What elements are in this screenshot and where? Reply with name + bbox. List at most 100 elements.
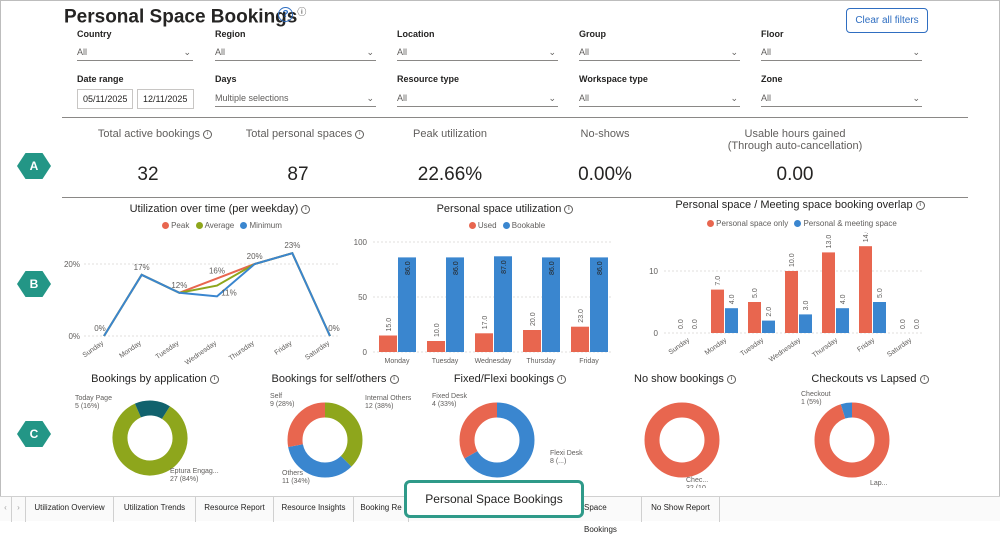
data-label: 12%	[171, 281, 187, 290]
date-end-input[interactable]: 12/11/2025	[137, 89, 194, 109]
slice-name-label: Chec...	[686, 477, 708, 484]
x-tick-label: Friday	[579, 358, 599, 365]
country-label: Country	[77, 29, 112, 39]
bar-used	[523, 330, 541, 352]
data-label: 23%	[284, 241, 300, 250]
slice-name-label: Flexi Desk	[550, 450, 583, 457]
tab-personal-space-bookings[interactable]: Personal Space Bookings	[404, 480, 584, 518]
info-icon[interactable]: i	[915, 200, 925, 210]
chart-overlap-legend: Personal space only Personal & meeting s…	[655, 219, 945, 228]
tab-next-icon[interactable]: ›	[12, 497, 26, 522]
bar-used	[571, 326, 589, 352]
bar-personal-only	[711, 289, 724, 333]
resource-type-select[interactable]: All ⌄	[397, 91, 558, 107]
donut-slice[interactable]	[814, 402, 890, 478]
tab-no-show-report[interactable]: No Show Report	[642, 497, 720, 522]
tab-utilization-overview[interactable]: Utilization Overview	[26, 497, 114, 522]
data-label: 0%	[328, 324, 340, 333]
tab-utilization-trends[interactable]: Utilization Trends	[114, 497, 196, 522]
slice-name-label: Lap...	[870, 480, 888, 487]
slice-value-label: 32 (10...	[686, 485, 712, 488]
y-tick-label: 0	[363, 348, 368, 357]
data-label: 16%	[209, 266, 225, 275]
slice-name-label: Internal Others	[365, 395, 412, 402]
clear-all-filters-button[interactable]: Clear all filters	[846, 8, 928, 33]
region-select[interactable]: All ⌄	[215, 45, 376, 61]
bar-personal-meeting	[873, 302, 886, 333]
x-tick-label: Monday	[118, 340, 143, 360]
bar-personal-only	[748, 302, 761, 333]
data-label: 13.0	[826, 235, 833, 249]
tab-resource-insights[interactable]: Resource Insights	[274, 497, 354, 522]
info-icon[interactable]: i	[355, 129, 365, 139]
chevron-down-icon: ⌄	[366, 93, 374, 103]
days-select[interactable]: Multiple selections ⌄	[215, 91, 376, 107]
kpi-peak-utilization-label: Peak utilization	[413, 128, 487, 140]
chevron-down-icon: ⌄	[366, 47, 374, 57]
floor-label: Floor	[761, 29, 784, 39]
chart-fixed-flexi-title: Fixed/Flexi bookings i	[425, 373, 595, 385]
resource-type-label: Resource type	[397, 74, 460, 84]
tab-prev-icon[interactable]: ‹	[0, 497, 12, 522]
tab-space-bookings[interactable]: Space Bookings	[584, 497, 642, 534]
x-tick-label: Friday	[856, 337, 876, 354]
kpi-total-personal-spaces-label: Total personal spaces i	[230, 128, 380, 140]
chevron-down-icon: ⌄	[183, 47, 191, 57]
bar-personal-only	[859, 246, 872, 333]
data-label: 86.0	[597, 261, 604, 275]
group-select[interactable]: All ⌄	[579, 45, 740, 61]
zone-select[interactable]: All ⌄	[761, 91, 922, 107]
data-label: 17%	[134, 263, 150, 272]
info-icon[interactable]: i	[919, 374, 929, 384]
date-start-input[interactable]: 05/11/2025	[77, 89, 133, 109]
info-icon[interactable]: i	[726, 374, 736, 384]
bar-used	[427, 341, 445, 352]
x-tick-label: Saturday	[304, 340, 331, 362]
kpi-total-personal-spaces-value: 87	[287, 164, 309, 185]
slice-value-label: 9 (28%)	[270, 401, 295, 408]
donut-slice[interactable]	[814, 402, 890, 478]
kpi-peak-utilization-value: 22.66%	[417, 164, 483, 185]
tab-resource-report[interactable]: Resource Report	[196, 497, 274, 522]
tab-booking-report[interactable]: Booking Re	[354, 497, 409, 522]
x-tick-label: Thursday	[228, 340, 256, 363]
donut-slice[interactable]	[109, 397, 192, 480]
x-tick-label: Wednesday	[475, 358, 512, 365]
workspace-type-select[interactable]: All ⌄	[579, 91, 740, 107]
info-icon[interactable]: i	[389, 374, 399, 384]
bar-personal-only	[785, 271, 798, 333]
data-label: 10.0	[434, 323, 441, 337]
help-icon[interactable]: ?	[278, 7, 293, 22]
info-icon[interactable]: i	[209, 374, 219, 384]
y-tick-label: 0%	[68, 332, 80, 341]
bar-personal-meeting	[725, 308, 738, 333]
slice-value-label: 4 (33%)	[432, 401, 457, 408]
y-tick-label: 100	[354, 238, 368, 247]
info-icon[interactable]: i	[557, 374, 567, 384]
workspace-type-label: Workspace type	[579, 74, 648, 84]
floor-select[interactable]: All ⌄	[761, 45, 922, 61]
date-range-label: Date range	[77, 74, 124, 84]
data-label: 86.0	[549, 261, 556, 275]
bar-personal-only	[822, 252, 835, 333]
kpi-total-active-bookings-label: Total active bookings i	[80, 128, 230, 140]
country-select[interactable]: All ⌄	[77, 45, 193, 61]
data-label: 4.0	[729, 294, 736, 304]
donut-slice[interactable]	[459, 402, 535, 478]
donut-slice[interactable]	[644, 402, 720, 478]
data-label: 23.0	[578, 309, 585, 323]
y-tick-label: 10	[649, 267, 658, 276]
data-label: 3.0	[803, 301, 810, 311]
divider	[62, 117, 968, 118]
data-label: 10.0	[789, 253, 796, 267]
info-icon[interactable]: i	[564, 204, 574, 214]
info-icon[interactable]: i	[203, 129, 213, 139]
info-icon[interactable]: i	[301, 204, 311, 214]
location-select[interactable]: All ⌄	[397, 45, 558, 61]
data-label: 0.0	[900, 319, 907, 329]
kpi-no-shows-label: No-shows	[580, 128, 630, 140]
chart-utilization-legend: Peak Average Minimum	[100, 221, 340, 230]
data-label: 4.0	[840, 294, 847, 304]
donut-slice[interactable]	[287, 402, 363, 478]
donut-slice[interactable]	[287, 402, 363, 478]
